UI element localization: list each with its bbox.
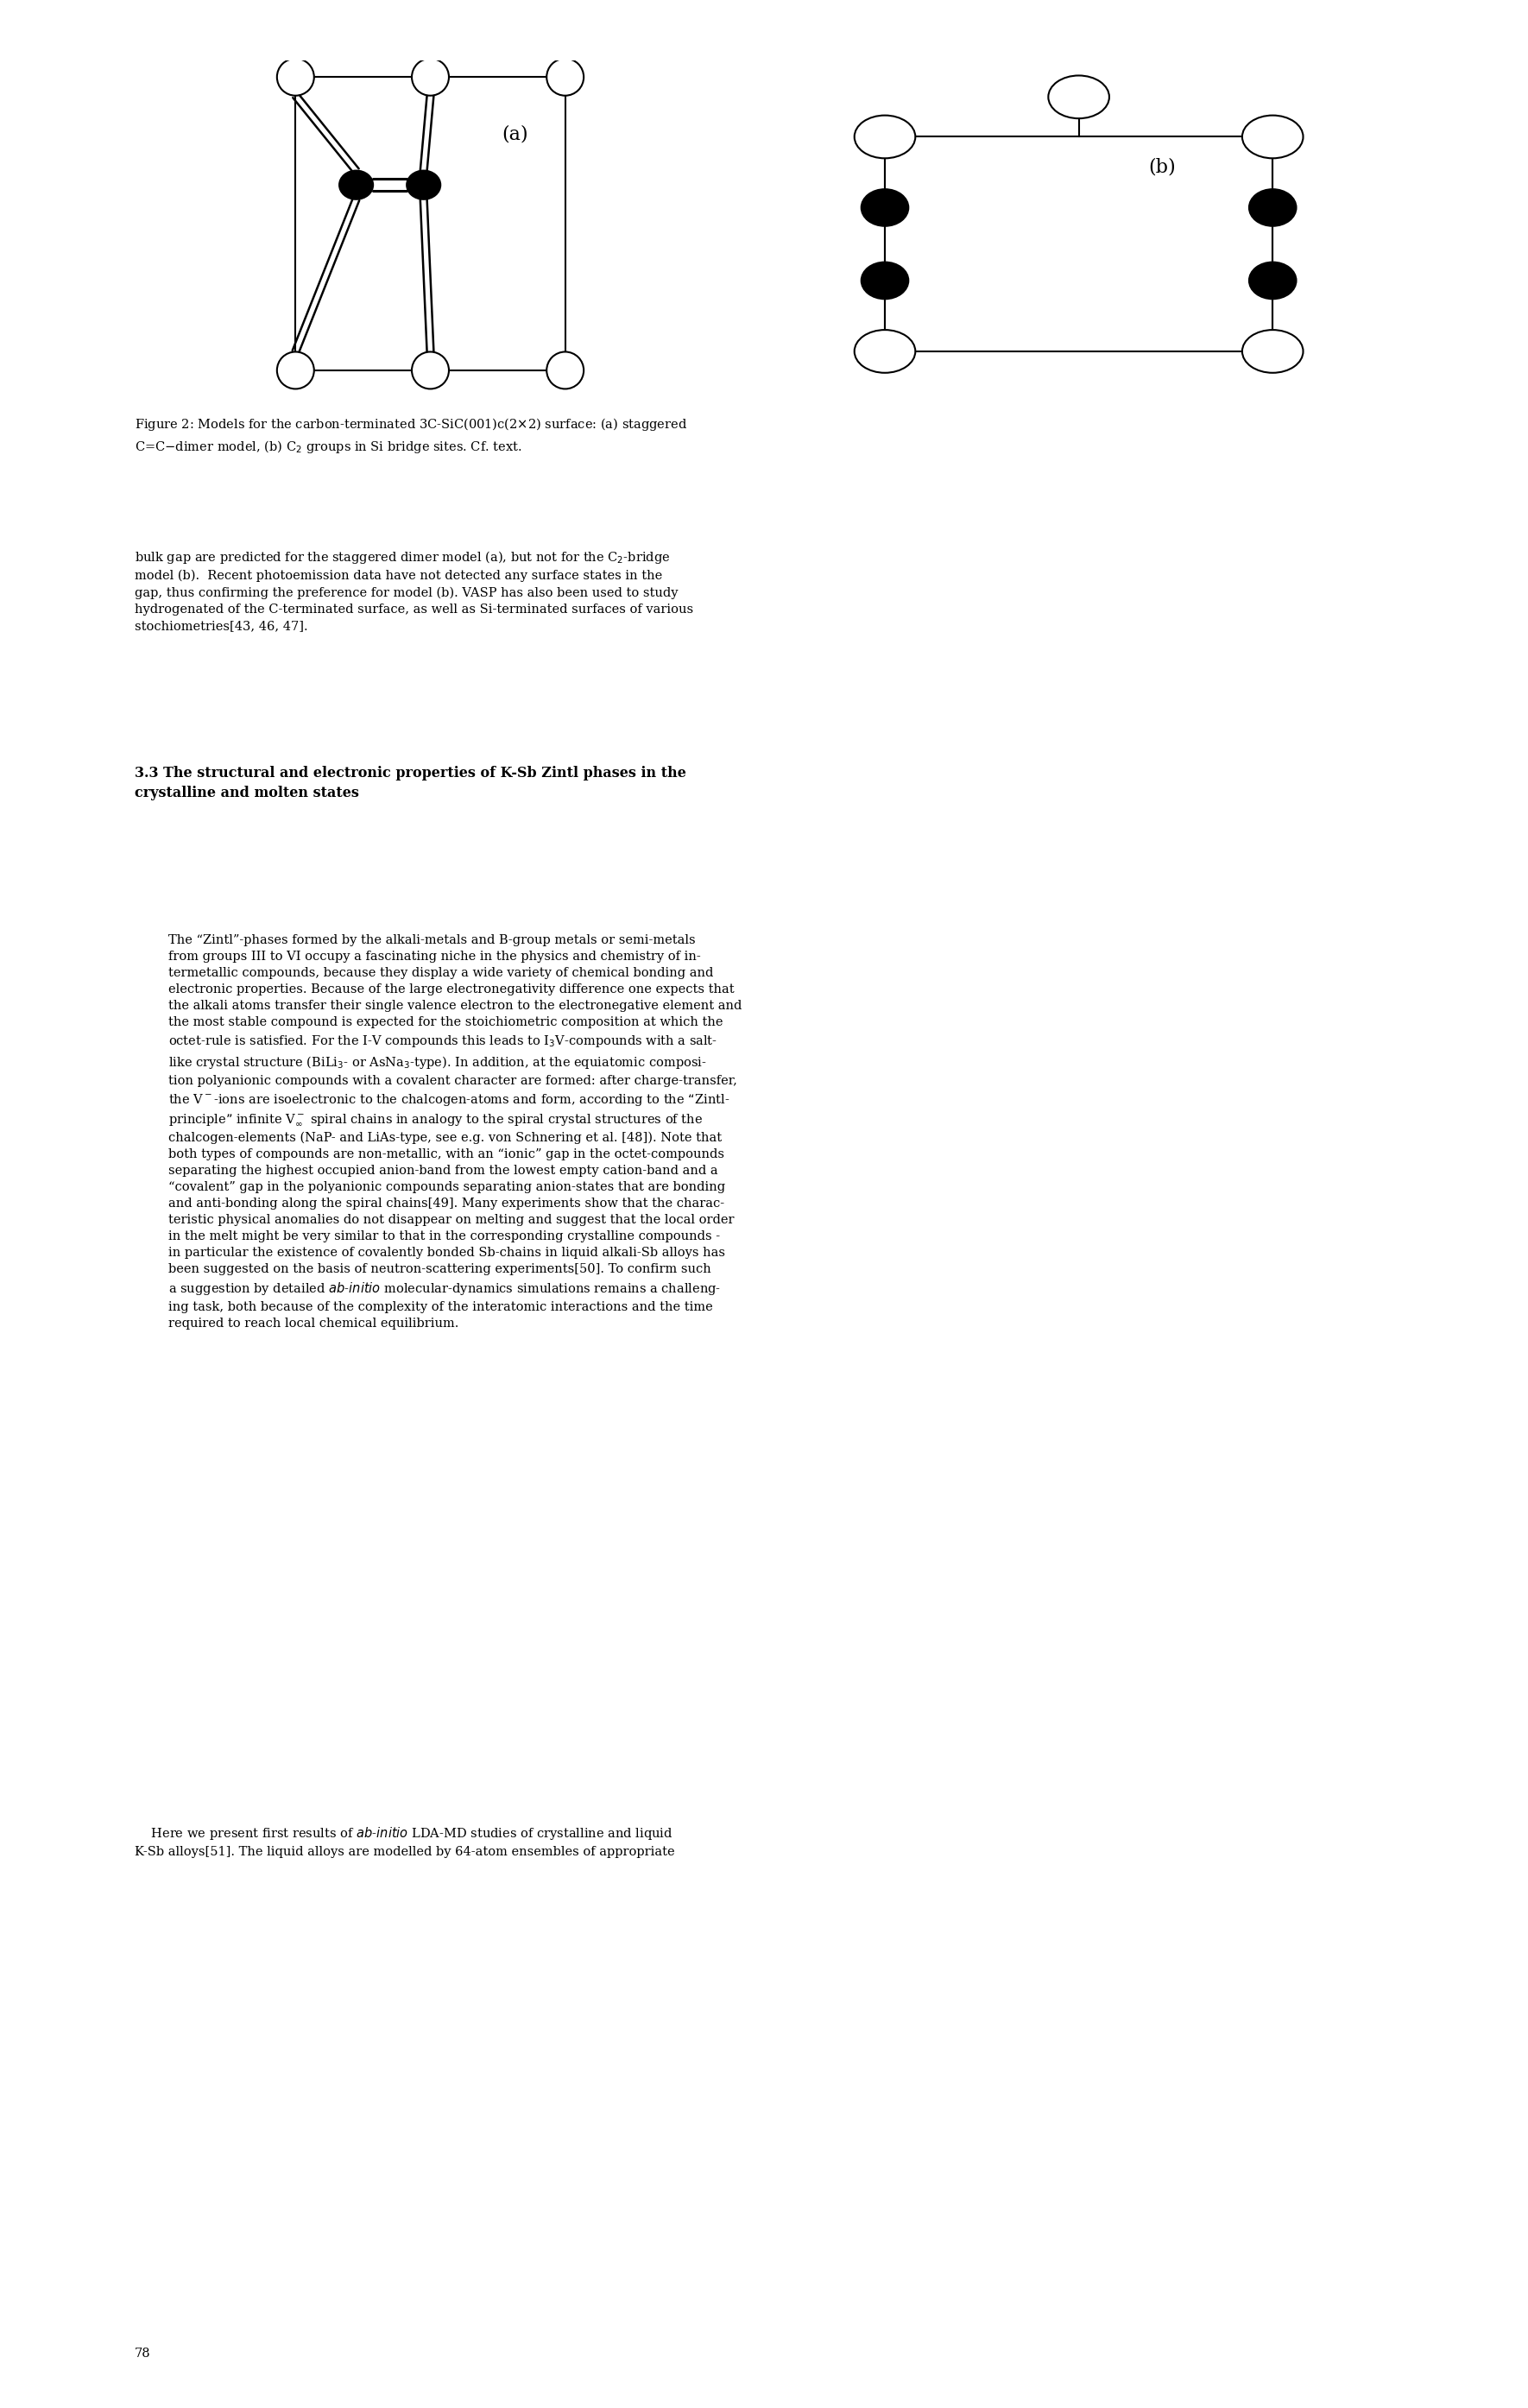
Circle shape <box>547 58 584 96</box>
Text: (a): (a) <box>501 125 527 144</box>
Ellipse shape <box>1248 262 1296 299</box>
Ellipse shape <box>862 190 909 226</box>
Circle shape <box>277 58 315 96</box>
Ellipse shape <box>1242 116 1303 159</box>
Circle shape <box>413 352 449 388</box>
Ellipse shape <box>339 171 373 200</box>
Circle shape <box>413 58 449 96</box>
Ellipse shape <box>1248 190 1296 226</box>
Ellipse shape <box>862 262 909 299</box>
Text: 78: 78 <box>134 2348 151 2360</box>
Ellipse shape <box>1242 330 1303 373</box>
Circle shape <box>277 352 315 388</box>
Ellipse shape <box>854 330 915 373</box>
Text: 3.3 The structural and electronic properties of K-Sb Zintl phases in the
crystal: 3.3 The structural and electronic proper… <box>134 766 686 799</box>
Text: bulk gap are predicted for the staggered dimer model (a), but not for the C$_2$-: bulk gap are predicted for the staggered… <box>134 549 694 631</box>
Circle shape <box>547 352 584 388</box>
Text: The “Zintl”-phases formed by the alkali-metals and B-group metals or semi-metals: The “Zintl”-phases formed by the alkali-… <box>168 934 741 1329</box>
Text: Figure 2: Models for the carbon-terminated 3C-SiC(001)c(2$\times$2) surface: (a): Figure 2: Models for the carbon-terminat… <box>134 417 688 455</box>
Text: (b): (b) <box>1148 159 1175 176</box>
Ellipse shape <box>406 171 440 200</box>
Ellipse shape <box>854 116 915 159</box>
Ellipse shape <box>1048 75 1109 118</box>
Text: Here we present first results of $\mathit{ab}$-$\mathit{initio}$ LDA-MD studies : Here we present first results of $\mathi… <box>134 1825 674 1859</box>
